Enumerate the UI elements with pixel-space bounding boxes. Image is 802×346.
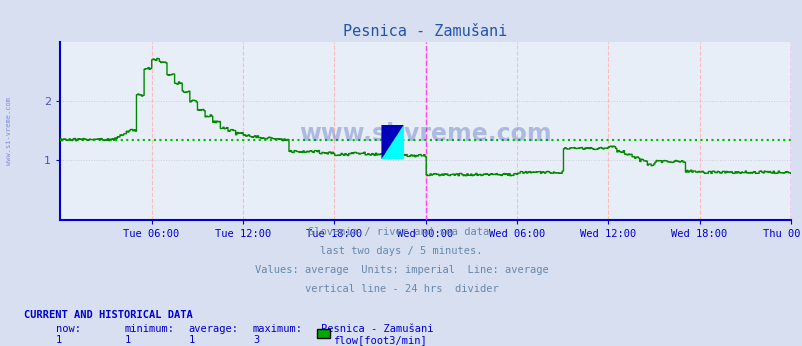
Title: Pesnica - Zamušani: Pesnica - Zamušani	[343, 24, 507, 39]
Text: CURRENT AND HISTORICAL DATA: CURRENT AND HISTORICAL DATA	[24, 310, 192, 320]
Text: vertical line - 24 hrs  divider: vertical line - 24 hrs divider	[304, 284, 498, 294]
Polygon shape	[381, 125, 403, 159]
Text: flow[foot3/min]: flow[foot3/min]	[333, 335, 427, 345]
Text: minimum:: minimum:	[124, 324, 174, 334]
Text: 1: 1	[188, 335, 195, 345]
Text: 1: 1	[56, 335, 63, 345]
Text: average:: average:	[188, 324, 238, 334]
Text: last two days / 5 minutes.: last two days / 5 minutes.	[320, 246, 482, 256]
Polygon shape	[381, 125, 403, 159]
Text: 3: 3	[253, 335, 259, 345]
Text: maximum:: maximum:	[253, 324, 302, 334]
Text: www.si-vreme.com: www.si-vreme.com	[6, 98, 12, 165]
Text: now:: now:	[56, 324, 81, 334]
Text: www.si-vreme.com: www.si-vreme.com	[299, 122, 551, 146]
Text: Pesnica - Zamušani: Pesnica - Zamušani	[321, 324, 433, 334]
Text: Values: average  Units: imperial  Line: average: Values: average Units: imperial Line: av…	[254, 265, 548, 275]
Text: Slovenia / river and sea data.: Slovenia / river and sea data.	[307, 227, 495, 237]
Text: 1: 1	[124, 335, 131, 345]
